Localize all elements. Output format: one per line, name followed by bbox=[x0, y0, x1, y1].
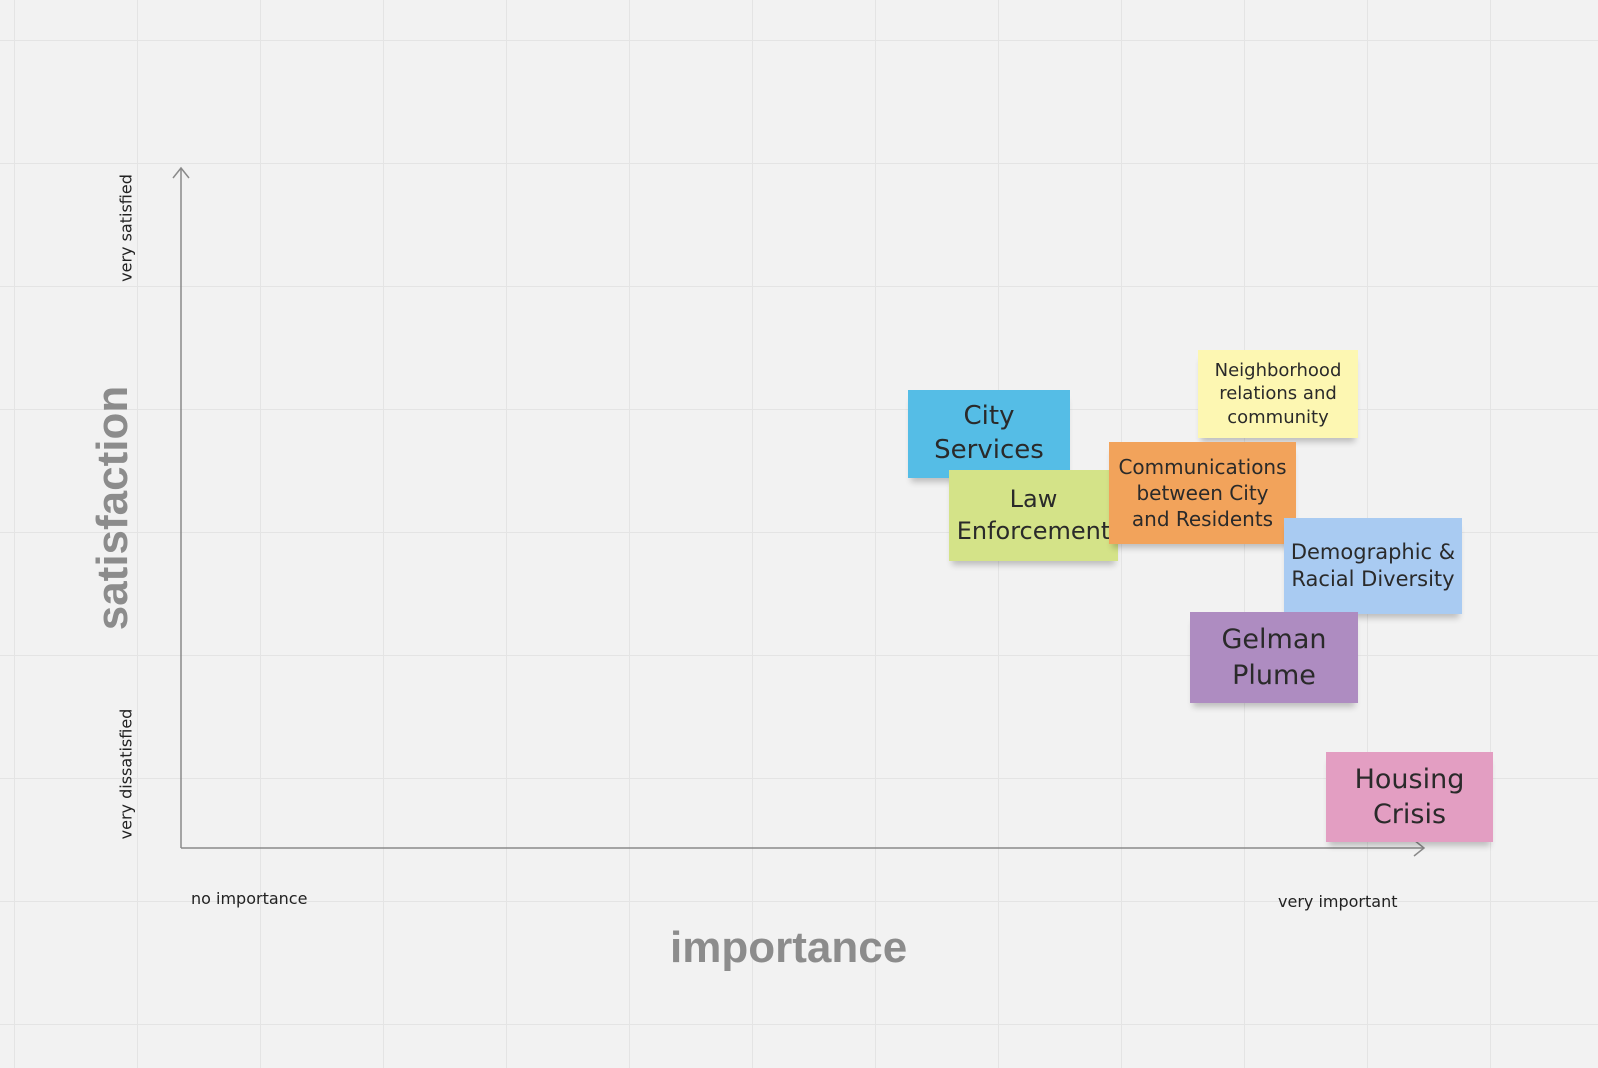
sticky-note-communications[interactable]: Communications between City and Resident… bbox=[1109, 442, 1296, 544]
sticky-note-text: Housing Crisis bbox=[1354, 763, 1465, 830]
x-axis-arrowhead bbox=[1413, 839, 1426, 857]
sticky-note-text: Demographic & Racial Diversity bbox=[1290, 539, 1456, 591]
y-axis-arrowhead bbox=[172, 166, 190, 179]
y-axis-max-label[interactable]: very satisfied bbox=[116, 174, 136, 282]
x-axis-min-label[interactable]: no importance bbox=[191, 889, 308, 908]
sticky-note-text: City Services bbox=[934, 401, 1044, 465]
y-axis-title[interactable]: satisfaction bbox=[88, 385, 137, 631]
x-axis-title[interactable]: importance bbox=[670, 923, 908, 972]
sticky-note-text: Gelman Plume bbox=[1221, 624, 1327, 691]
sticky-note-law-enforcement[interactable]: Law Enforcement bbox=[949, 470, 1118, 561]
sticky-note-text: Neighborhood relations and community bbox=[1214, 359, 1342, 428]
sticky-note-text: Law Enforcement bbox=[956, 485, 1111, 545]
sticky-note-text: Communications between City and Resident… bbox=[1118, 455, 1287, 531]
sticky-note-neighborhood-relations[interactable]: Neighborhood relations and community bbox=[1198, 350, 1358, 438]
sticky-note-demographic-diversity[interactable]: Demographic & Racial Diversity bbox=[1284, 518, 1462, 614]
y-axis-min-label[interactable]: very dissatisfied bbox=[116, 708, 136, 840]
sticky-note-city-services[interactable]: City Services bbox=[908, 390, 1070, 478]
x-axis-max-label[interactable]: very important bbox=[1278, 892, 1398, 911]
sticky-note-gelman-plume[interactable]: Gelman Plume bbox=[1190, 612, 1358, 703]
sticky-note-housing-crisis[interactable]: Housing Crisis bbox=[1326, 752, 1493, 842]
